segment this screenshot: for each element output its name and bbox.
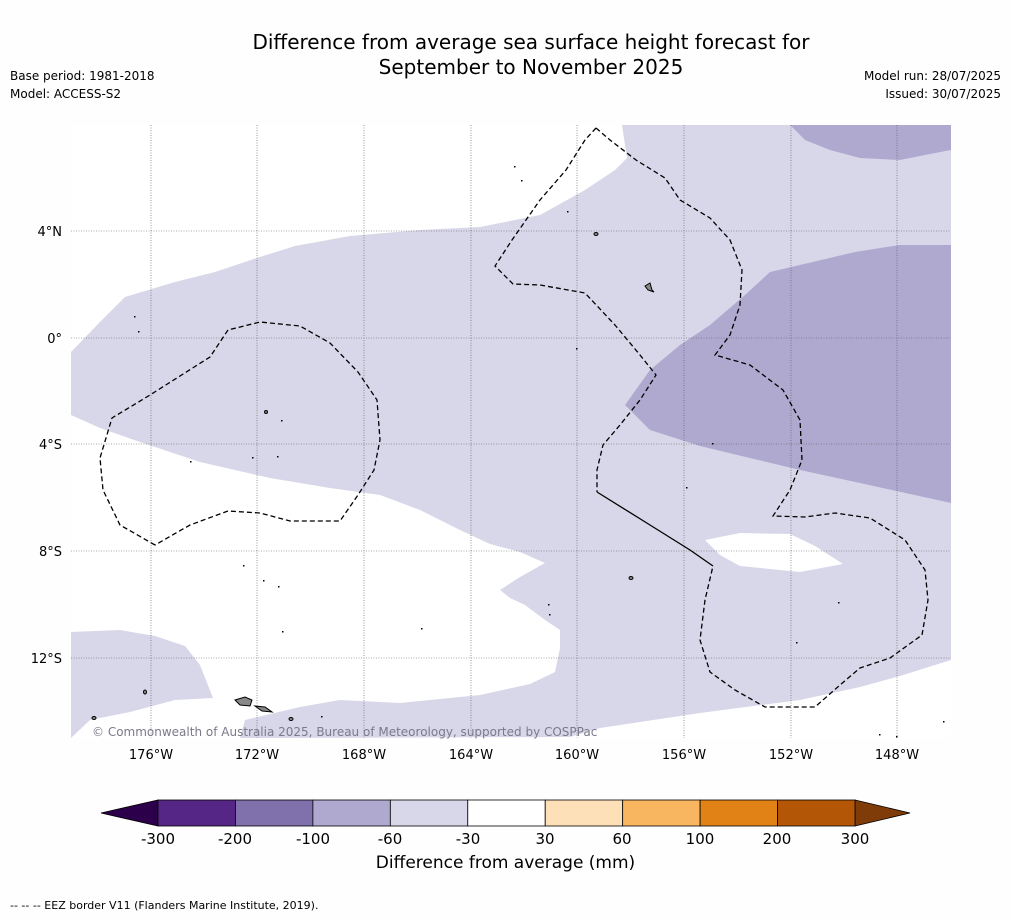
- map-title: Difference from average sea surface heig…: [0, 30, 1011, 80]
- lon-label-164w: 164°W: [449, 748, 493, 763]
- colorbar-tick: -60: [378, 830, 403, 848]
- island-upolu: [253, 705, 274, 713]
- model-run: Model run: 28/07/2025: [863, 69, 1001, 83]
- islets: [134, 166, 945, 738]
- colorbar-cells: [157, 799, 856, 827]
- eez-border-solid: [596, 491, 714, 567]
- colorbar-cell: [467, 799, 546, 827]
- islands: [91, 232, 655, 721]
- colorbar-cell: [389, 799, 469, 827]
- lon-axis: 176°W 172°W 168°W 164°W 160°W 156°W 152°…: [129, 748, 919, 763]
- lat-axis: 4°N 0° 4°S 8°S 12°S: [31, 225, 62, 667]
- colorbar-cell: [544, 799, 624, 827]
- colorbar-tick: -300: [141, 830, 175, 848]
- colorbar-cell: [157, 799, 236, 827]
- island-small-2: [143, 689, 147, 695]
- lat-label-12s: 12°S: [31, 652, 62, 667]
- colorbar-label: Difference from average (mm): [375, 853, 636, 873]
- lon-label-152w: 152°W: [769, 748, 813, 763]
- colorbar-ticks: -300 -200 -100 -60 -30 30 60 100 200 300: [141, 830, 869, 848]
- map-frame: © Commonwealth of Australia 2025, Bureau…: [71, 125, 951, 739]
- title-line-2: September to November 2025: [378, 55, 684, 79]
- meta-left: Base period: 1981-2018 Model: ACCESS-S2: [10, 67, 155, 103]
- island-small-1: [264, 410, 268, 414]
- colorbar-tick: 60: [612, 830, 631, 848]
- island-kiritimati: [644, 282, 655, 293]
- lon-label-172w: 172°W: [235, 748, 279, 763]
- colorbar: -300 -200 -100 -60 -30 30 60 100 200 300: [100, 799, 911, 848]
- colorbar-cell: [312, 799, 391, 827]
- base-period: Base period: 1981-2018: [10, 69, 155, 83]
- island-small-5: [288, 717, 294, 721]
- lon-label-176w: 176°W: [129, 748, 173, 763]
- colorbar-tick: 100: [686, 830, 715, 848]
- title-line-1: Difference from average sea surface heig…: [252, 30, 810, 54]
- island-fanning: [593, 232, 599, 236]
- lon-label-148w: 148°W: [875, 748, 919, 763]
- graticule: [71, 125, 951, 738]
- issued-date: Issued: 30/07/2025: [885, 87, 1001, 101]
- eez-border-central: [595, 127, 929, 708]
- meta-right: Model run: 28/07/2025 Issued: 30/07/2025: [864, 67, 1001, 103]
- colorbar-cell: [622, 799, 701, 827]
- colorbar-tick: -200: [218, 830, 252, 848]
- island-savaii: [234, 696, 253, 707]
- colorbar-cell: [235, 799, 314, 827]
- island-small-3: [628, 576, 634, 580]
- colorbar-cell: [777, 799, 856, 827]
- anomaly-region-medium-ne: [790, 125, 951, 160]
- colorbar-tick: -30: [456, 830, 481, 848]
- eez-borders: [99, 127, 929, 708]
- colorbar-extend-low: [100, 799, 159, 827]
- lat-label-8s: 8°S: [39, 545, 62, 560]
- lon-label-168w: 168°W: [342, 748, 386, 763]
- copyright-text: © Commonwealth of Australia 2025, Bureau…: [92, 725, 597, 739]
- eez-border-line-north: [494, 127, 657, 492]
- colorbar-extend-high: [854, 799, 911, 827]
- model-name: Model: ACCESS-S2: [10, 87, 122, 101]
- lon-label-156w: 156°W: [662, 748, 706, 763]
- colorbar-tick: 30: [535, 830, 554, 848]
- colorbar-tick: 300: [841, 830, 870, 848]
- lat-label-0: 0°: [47, 332, 62, 347]
- island-small-4: [91, 716, 97, 720]
- anomaly-region-medium: [625, 245, 951, 503]
- anomaly-region-light: [71, 125, 951, 738]
- lat-label-4n: 4°N: [38, 225, 63, 240]
- anomaly-region-light-sw: [71, 630, 213, 738]
- lat-label-4s: 4°S: [39, 438, 62, 453]
- lon-label-160w: 160°W: [555, 748, 599, 763]
- eez-border-west: [99, 321, 381, 546]
- eez-footnote: -- -- -- EEZ border V11 (Flanders Marine…: [10, 899, 319, 912]
- colorbar-cell: [699, 799, 778, 827]
- anomaly-region-light-ne: [705, 533, 843, 572]
- colorbar-tick: -100: [296, 830, 330, 848]
- colorbar-tick: 200: [763, 830, 792, 848]
